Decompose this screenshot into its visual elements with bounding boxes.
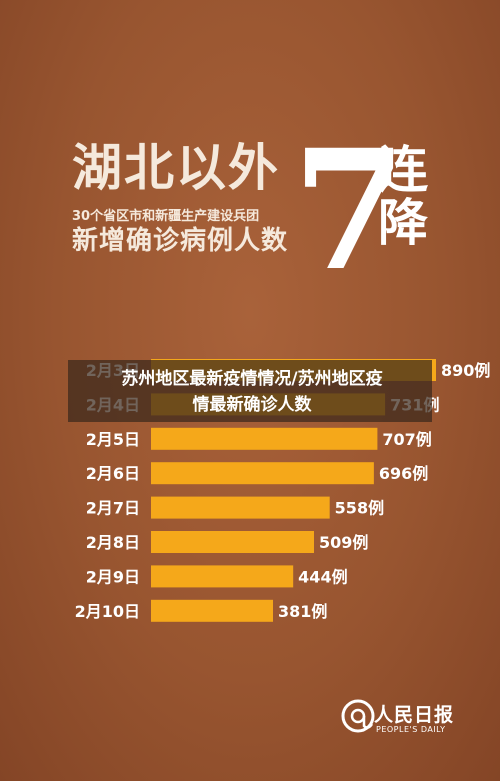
decline-label: 连 降 — [378, 144, 434, 249]
value-label: 509例 — [319, 533, 368, 552]
caption-text: 苏州地区最新疫情情况/苏州地区疫 情最新确诊人数 — [74, 366, 430, 418]
category-label: 2月5日 — [86, 430, 140, 449]
decline-char-1: 连 — [378, 141, 428, 199]
value-label: 696例 — [379, 464, 428, 483]
headline-subtitle: 30个省区市和新疆生产建设兵团 — [72, 209, 260, 224]
logo-subtitle: PEOPLE'S DAILY — [376, 725, 446, 734]
logo-name: 人民日报 — [374, 704, 455, 726]
logo-mark-tail — [362, 716, 374, 729]
value-label: 707例 — [382, 430, 431, 449]
days-count: 7 — [292, 113, 407, 307]
bar — [151, 496, 330, 519]
category-label: 2月7日 — [86, 499, 140, 518]
category-label: 2月8日 — [86, 533, 140, 552]
bar — [151, 427, 378, 450]
value-label: 558例 — [335, 499, 384, 518]
value-label: 381例 — [278, 602, 327, 621]
caption-overlay — [68, 360, 432, 422]
caption-line-2: 情最新确诊人数 — [192, 395, 312, 415]
decline-char-2: 降 — [378, 193, 428, 252]
bar — [151, 599, 274, 622]
logo-mark-circle — [341, 699, 375, 733]
category-label: 2月6日 — [86, 464, 140, 483]
category-label: 2月9日 — [86, 567, 140, 586]
caption-line-1: 苏州地区最新疫情情况/苏州地区疫 — [121, 369, 383, 389]
headline-title: 湖北以外 — [72, 139, 280, 197]
peoples-daily-logo — [341, 699, 375, 733]
bar — [151, 462, 374, 485]
headline-caption: 新增确诊病例人数 — [72, 226, 289, 256]
logo-mark-inner — [350, 708, 366, 724]
category-label: 2月10日 — [75, 602, 140, 621]
value-label: 444例 — [298, 567, 347, 586]
value-label: 890例 — [441, 361, 490, 380]
bar — [151, 531, 314, 553]
bar — [151, 565, 294, 588]
